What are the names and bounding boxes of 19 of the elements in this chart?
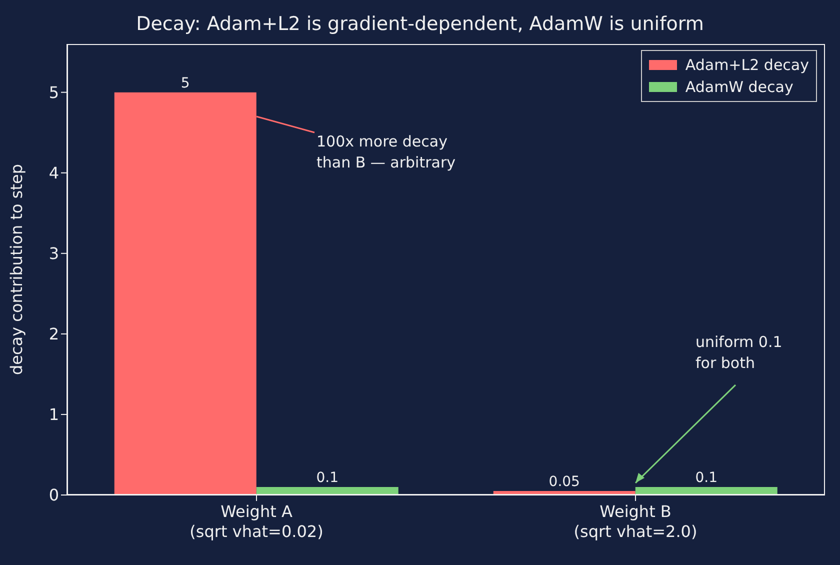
y-tick-label: 4	[48, 164, 59, 183]
data-label: 0.1	[316, 470, 339, 486]
y-tick-label: 1	[48, 405, 59, 424]
chart-title: Decay: Adam+L2 is gradient-dependent, AdamW is uniform	[136, 13, 704, 35]
legend-label: Adam+L2 decay	[685, 55, 809, 76]
annotation: 100x more decay than B — arbitrary	[316, 132, 456, 172]
y-axis-title: decay contribution to step	[7, 164, 26, 375]
annotation: uniform 0.1 for both	[696, 332, 782, 372]
data-label: 0.1	[695, 470, 718, 486]
x-tick-label: Weight B (sqrt vhat=2.0)	[574, 502, 698, 541]
bar	[114, 92, 256, 495]
y-tick-label: 2	[48, 324, 59, 344]
y-tick-label: 3	[48, 244, 59, 264]
y-tick-label: 5	[48, 83, 59, 102]
y-tick-label: 0	[48, 486, 59, 505]
data-label: 5	[180, 75, 190, 92]
x-tick-label: Weight A (sqrt vhat=0.02)	[190, 502, 324, 541]
data-label: 0.05	[548, 474, 580, 490]
legend-label: AdamW decay	[685, 77, 794, 98]
